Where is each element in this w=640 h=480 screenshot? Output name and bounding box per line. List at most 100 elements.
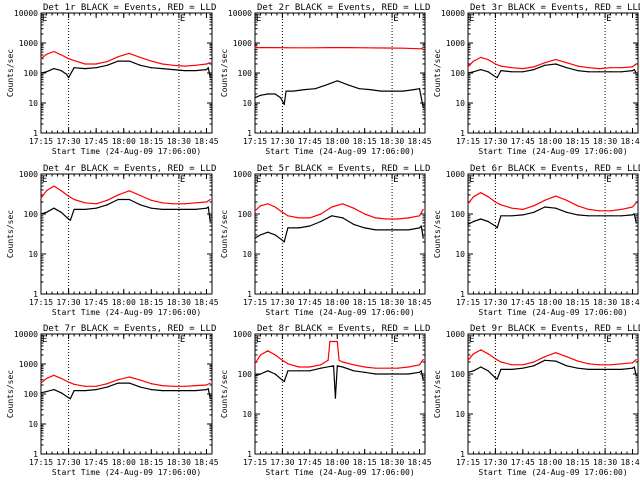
data-point-lld — [53, 50, 55, 53]
data-point-lld — [254, 210, 256, 212]
x-tick-label: 17:45 — [298, 458, 322, 467]
data-point-lld — [487, 196, 489, 198]
x-tick-label: 18:45 — [194, 137, 218, 146]
data-point-lld — [205, 201, 208, 203]
data-point-lld — [161, 63, 163, 65]
data-point-lld — [364, 213, 366, 215]
data-point-events — [407, 229, 410, 231]
data-point-events — [396, 229, 399, 231]
data-point-events — [631, 367, 634, 369]
data-point-events — [418, 227, 421, 229]
data-point-events — [53, 207, 55, 209]
y-tick-label: 100 — [238, 69, 253, 78]
data-point-lld — [635, 358, 637, 361]
data-point-events — [66, 73, 68, 75]
y-axis-label: Counts/sec — [220, 210, 229, 258]
data-point-events — [172, 389, 174, 392]
y-axis-label: Counts/sec — [433, 49, 442, 97]
chart-title: Det 6r BLACK = Events, RED = LLD — [470, 164, 640, 174]
x-tick-label: 18:15 — [353, 137, 377, 146]
data-point-events — [314, 88, 316, 90]
chart-title: Det 3r BLACK = Events, RED = LLD — [470, 3, 640, 13]
data-point-lld — [274, 206, 276, 208]
data-point-events — [577, 70, 579, 72]
data-point-events — [267, 370, 269, 372]
data-point-lld — [139, 194, 141, 197]
data-point-lld — [331, 206, 333, 208]
data-point-events — [402, 90, 404, 92]
event-marker-E: E — [606, 14, 611, 24]
y-axis-label: Counts/sec — [433, 370, 442, 418]
x-axis-label: Start Time (24-Aug-09 17:06:00) — [52, 147, 201, 156]
data-point-lld — [418, 364, 421, 366]
x-tick-label: 18:30 — [593, 298, 617, 307]
data-point-events — [487, 71, 489, 73]
data-point-lld — [194, 64, 197, 66]
y-tick-label: 1000 — [446, 330, 465, 339]
x-tick-label: 17:30 — [483, 458, 507, 467]
data-point-events — [633, 68, 635, 71]
y-tick-label: 10000 — [14, 9, 38, 18]
data-point-events — [544, 64, 546, 66]
plot-frame — [40, 173, 213, 295]
x-tick-label: 17:45 — [84, 298, 108, 307]
data-point-lld — [128, 52, 130, 55]
data-point-lld — [609, 67, 612, 69]
data-point-events — [45, 211, 48, 213]
data-point-lld — [384, 47, 386, 49]
data-point-lld — [287, 363, 289, 365]
data-point-lld — [298, 217, 300, 219]
data-point-lld — [577, 65, 579, 67]
data-point-lld — [45, 377, 48, 380]
data-point-events — [375, 373, 377, 375]
data-point-events — [522, 367, 524, 369]
data-point-lld — [106, 383, 108, 385]
data-point-lld — [292, 47, 294, 49]
data-point-events — [420, 97, 422, 99]
data-point-events — [333, 365, 335, 367]
x-tick-label: 17:30 — [270, 458, 294, 467]
y-axis-label: Counts/sec — [220, 370, 229, 418]
data-point-lld — [183, 65, 186, 67]
data-point-events — [207, 206, 209, 208]
data-point-lld — [472, 196, 475, 198]
data-point-lld — [209, 382, 211, 384]
data-point-events — [620, 368, 623, 371]
x-tick-label: 18:45 — [194, 298, 218, 307]
data-point-events — [73, 389, 75, 392]
x-tick-label: 17:15 — [456, 137, 480, 146]
x-tick-label: 18:30 — [593, 458, 617, 467]
data-point-events — [172, 208, 174, 211]
data-point-lld — [533, 66, 535, 68]
data-point-events — [353, 370, 355, 372]
chart-title: Det 1r BLACK = Events, RED = LLD — [43, 3, 216, 13]
data-point-events — [633, 213, 635, 215]
data-point-lld — [511, 67, 513, 69]
x-tick-label: 18:00 — [538, 298, 562, 307]
data-point-lld — [161, 202, 163, 204]
x-tick-label: 17:45 — [511, 458, 535, 467]
data-point-lld — [67, 195, 70, 197]
data-point-lld — [40, 197, 42, 199]
x-tick-label: 17:45 — [84, 137, 108, 146]
y-tick-label: 1 — [247, 290, 252, 299]
data-point-events — [73, 208, 75, 211]
data-point-lld — [298, 366, 300, 368]
event-marker-E-start: E — [256, 335, 261, 345]
data-point-events — [53, 389, 55, 391]
data-point-events — [480, 366, 482, 368]
data-point-events — [422, 107, 424, 109]
data-point-events — [84, 389, 86, 392]
data-point-lld — [511, 364, 513, 366]
data-point-events — [522, 214, 524, 216]
event-marker-E: E — [393, 335, 398, 345]
data-point-lld — [128, 190, 130, 192]
data-point-events — [609, 368, 612, 371]
y-tick-label: 1 — [460, 290, 465, 299]
plot-frame — [40, 333, 213, 455]
x-tick-label: 17:15 — [456, 458, 480, 467]
data-point-events — [347, 84, 349, 86]
data-point-lld — [522, 208, 524, 211]
data-point-lld — [53, 185, 55, 187]
data-point-lld — [60, 54, 62, 56]
